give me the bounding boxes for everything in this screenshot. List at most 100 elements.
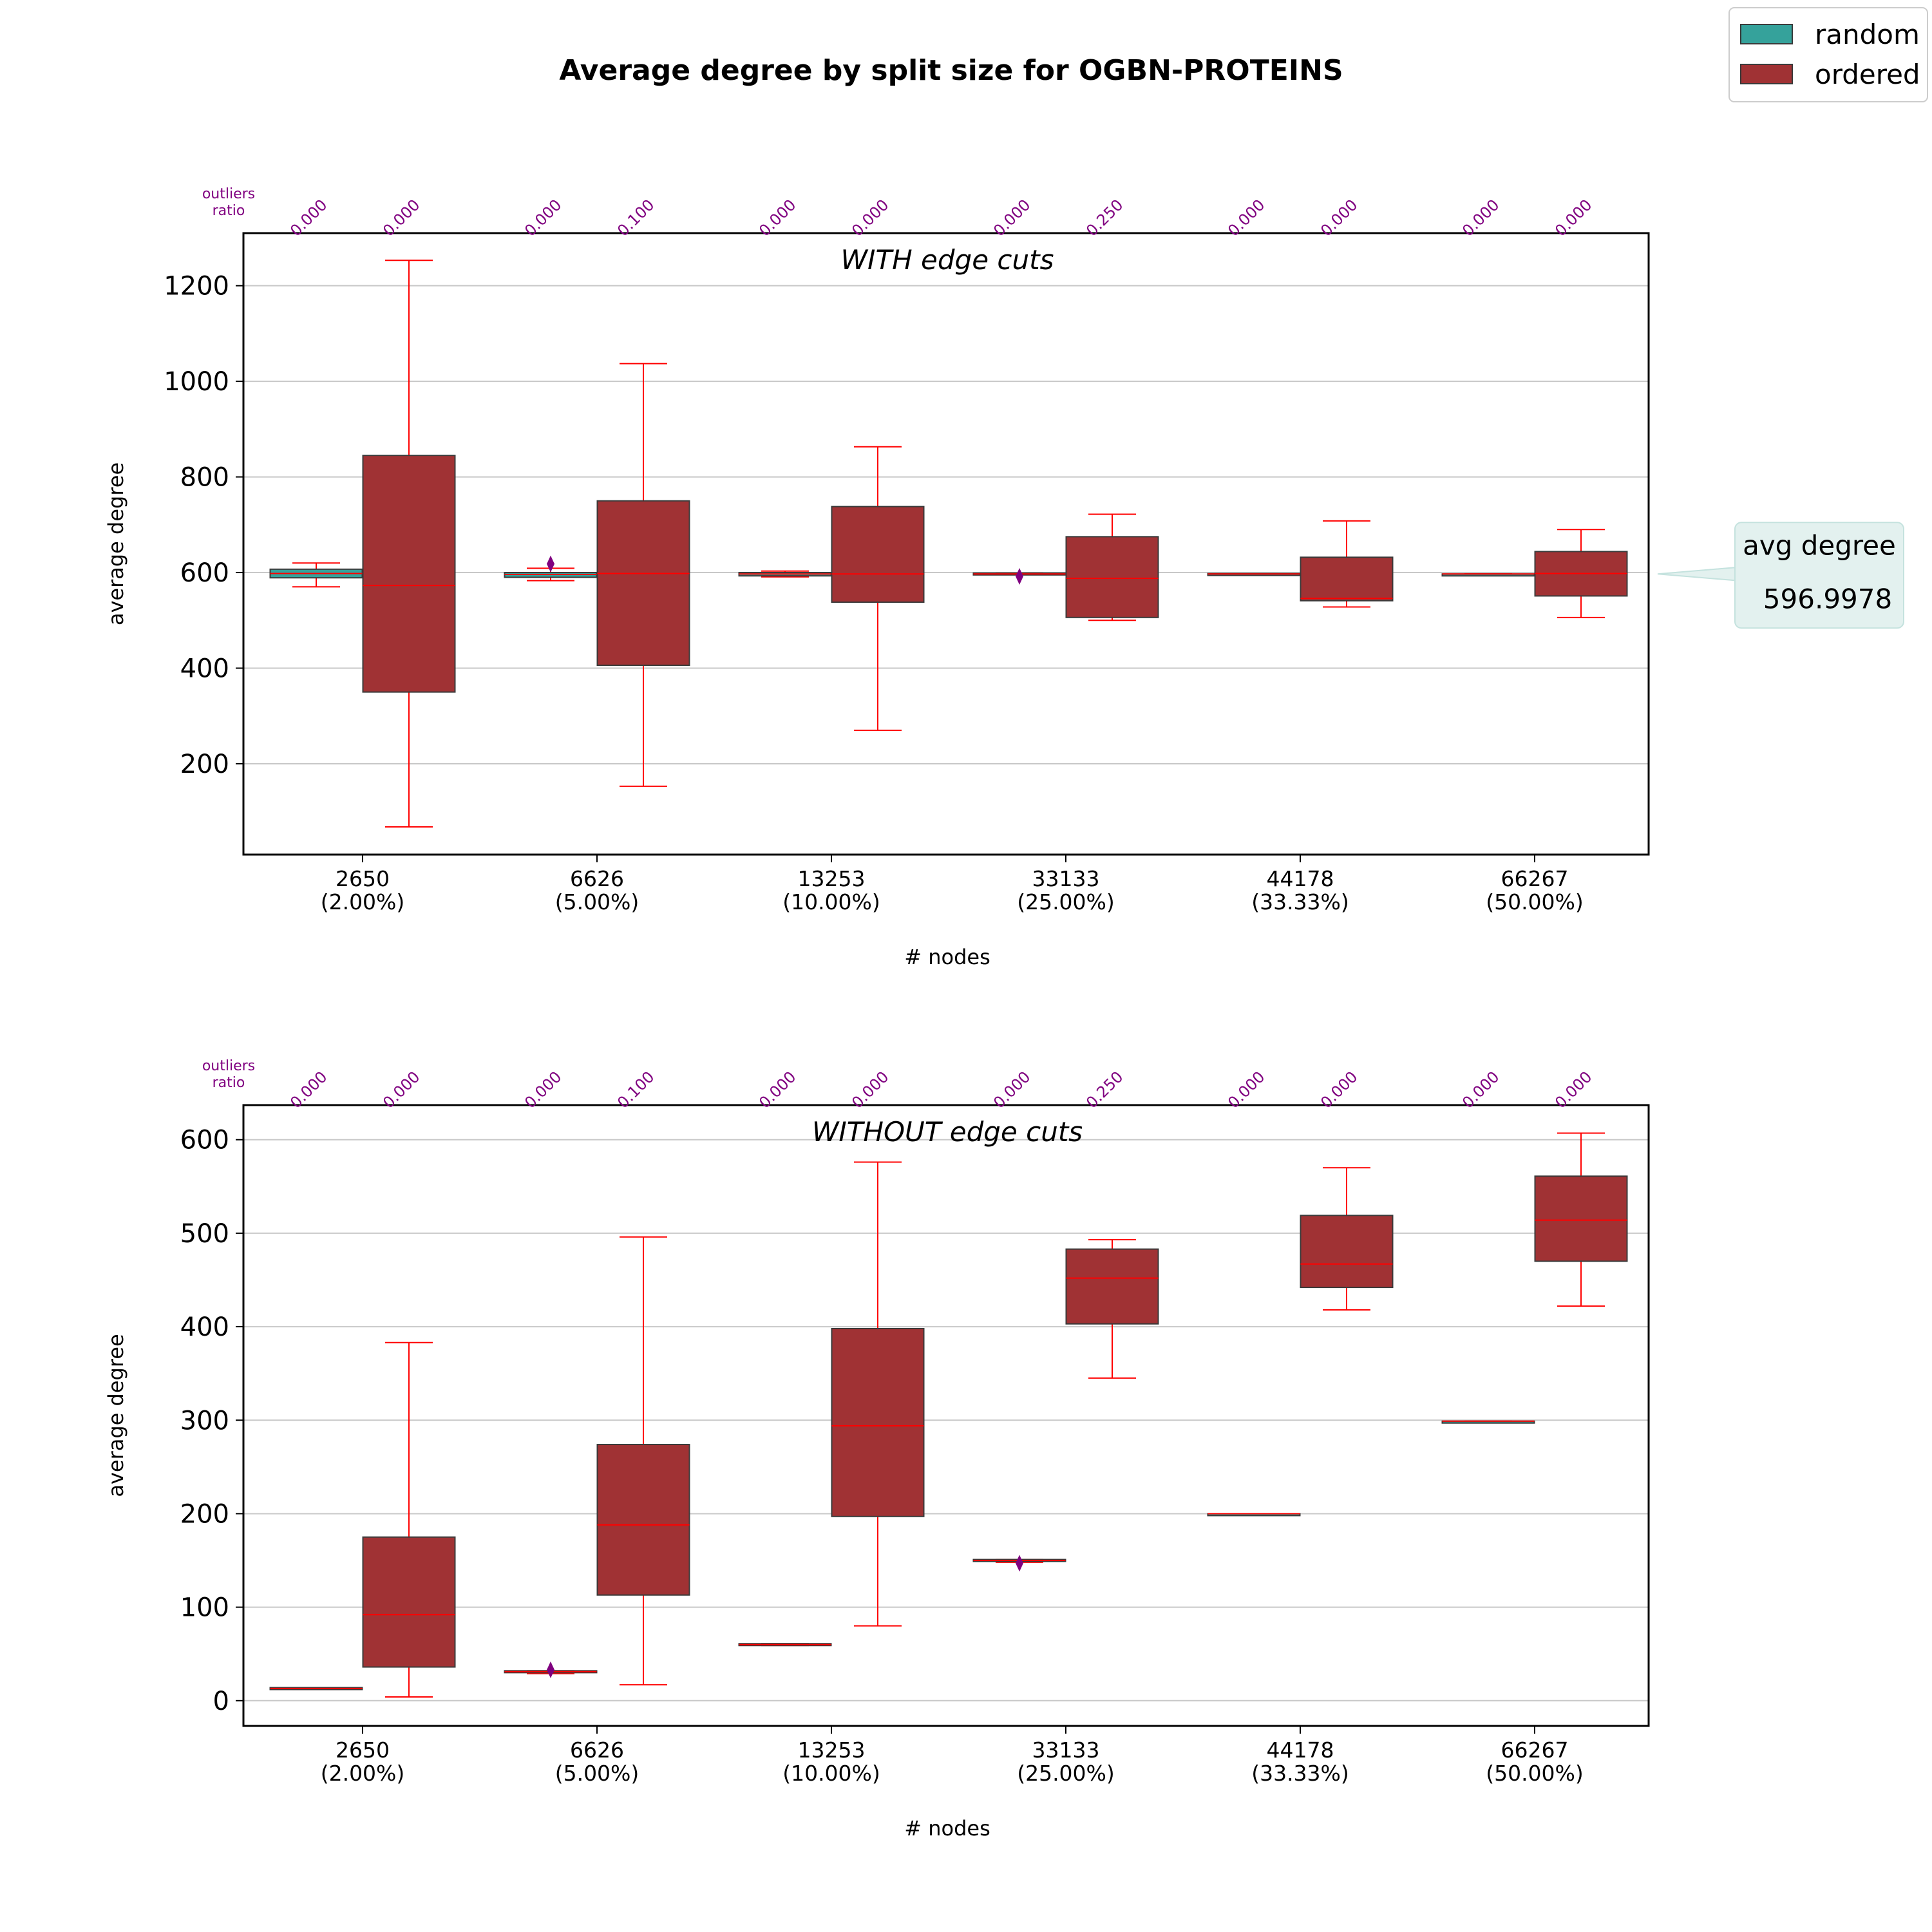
box-body: [1065, 1248, 1159, 1325]
box-random: [504, 1661, 598, 1678]
outliers-header: outliers: [202, 1058, 255, 1074]
y-tick-label: 500: [180, 1219, 229, 1249]
box-ordered: [362, 260, 456, 828]
box-ordered: [831, 446, 925, 731]
box-body: [831, 506, 925, 603]
plot-frame: [242, 232, 1650, 856]
outliers-header: outliers: [202, 186, 255, 202]
box-random: [269, 1687, 363, 1690]
plot-frame: [242, 1104, 1650, 1727]
box-ordered: [1534, 529, 1628, 618]
x-tick-pct: (2.00%): [321, 1761, 405, 1786]
y-axis-label: average degree: [104, 462, 128, 625]
legend-label-ordered: ordered: [1815, 59, 1920, 90]
box-body: [1300, 1215, 1394, 1289]
box-body: [1300, 556, 1394, 601]
panel-subtitle: WITHOUT edge cuts: [812, 1116, 1083, 1148]
y-tick-label: 1200: [164, 272, 229, 301]
box-ordered: [831, 1161, 925, 1627]
box-random: [972, 567, 1066, 585]
panel-subtitle: WITH edge cuts: [841, 244, 1054, 276]
x-tick-pct: (50.00%): [1486, 889, 1584, 914]
box-random: [738, 570, 832, 578]
outlier-point: [547, 555, 554, 573]
y-tick-label: 200: [180, 750, 229, 779]
y-tick-label: 400: [180, 654, 229, 684]
box-ordered: [362, 1341, 456, 1698]
y-tick-label: 800: [180, 463, 229, 493]
box-ordered: [1065, 513, 1159, 621]
y-tick-label: 0: [213, 1687, 229, 1716]
box-random: [1207, 1513, 1301, 1517]
box-ordered: [1065, 1239, 1159, 1379]
y-tick-label: 400: [180, 1312, 229, 1342]
box-ordered: [1534, 1132, 1628, 1307]
x-tick-label: 2650: [336, 866, 390, 891]
outlier-point: [1016, 1555, 1023, 1572]
x-tick-label: 13253: [798, 866, 866, 891]
x-tick-label: 44178: [1267, 1738, 1334, 1763]
box-body: [1065, 536, 1159, 618]
x-tick-pct: (33.33%): [1251, 889, 1349, 914]
y-tick-label: 300: [180, 1406, 229, 1435]
x-tick-pct: (33.33%): [1251, 1761, 1349, 1786]
y-tick-label: 600: [180, 558, 229, 588]
box-random: [972, 1555, 1066, 1572]
box-body: [362, 455, 456, 693]
x-tick-pct: (5.00%): [555, 889, 639, 914]
box-random: [1207, 573, 1301, 576]
callout-box: [1734, 522, 1904, 629]
x-tick-label: 66267: [1501, 866, 1569, 891]
x-tick-pct: (50.00%): [1486, 1761, 1584, 1786]
x-tick-label: 13253: [798, 1738, 866, 1763]
x-axis-label: # nodes: [904, 1816, 990, 1841]
x-axis-label: # nodes: [904, 945, 990, 969]
box-ordered: [1300, 520, 1394, 608]
x-tick-label: 6626: [570, 1738, 624, 1763]
callout-pointer: [1657, 567, 1736, 582]
x-tick-label: 33133: [1032, 1738, 1100, 1763]
callout-value: 596.9978: [1763, 583, 1892, 614]
box-body: [1534, 1175, 1628, 1262]
y-axis-label: average degree: [104, 1334, 128, 1497]
x-tick-pct: (25.00%): [1017, 1761, 1115, 1786]
outliers-header: ratio: [213, 203, 245, 219]
box-random: [269, 562, 363, 588]
y-tick-label: 600: [180, 1126, 229, 1155]
x-tick-pct: (5.00%): [555, 1761, 639, 1786]
box-ordered: [596, 1236, 690, 1686]
x-tick-label: 33133: [1032, 866, 1100, 891]
x-tick-label: 6626: [570, 866, 624, 891]
y-tick-label: 200: [180, 1499, 229, 1529]
legend-swatch-random: [1740, 24, 1793, 44]
x-tick-pct: (10.00%): [782, 1761, 880, 1786]
callout-label: avg degree: [1743, 529, 1896, 561]
box-body: [362, 1536, 456, 1668]
outliers-header: ratio: [213, 1075, 245, 1091]
avg-degree-callout: avg degree 596.9978: [1657, 522, 1904, 629]
legend: random ordered: [1728, 7, 1928, 102]
x-tick-pct: (2.00%): [321, 889, 405, 914]
y-tick-label: 100: [180, 1593, 229, 1623]
box-body: [831, 1327, 925, 1517]
panel-2: 0 100 200 300 400 500 600 WITHOUT edge cuts 2650…: [104, 1058, 1650, 1841]
box-random: [1441, 573, 1535, 577]
x-tick-pct: (10.00%): [782, 889, 880, 914]
y-tick-label: 1000: [164, 367, 229, 397]
x-tick-pct: (25.00%): [1017, 889, 1115, 914]
box-body: [596, 1444, 690, 1596]
box-ordered: [1300, 1167, 1394, 1311]
box-random: [738, 1643, 832, 1647]
box-random: [1441, 1420, 1535, 1424]
box-ordered: [596, 363, 690, 787]
outlier-point: [1016, 567, 1023, 585]
chart-title: Average degree by split size for OGBN-PR…: [559, 54, 1343, 87]
box-random: [504, 555, 598, 582]
outlier-point: [547, 1661, 554, 1678]
x-tick-label: 66267: [1501, 1738, 1569, 1763]
x-tick-label: 44178: [1267, 866, 1334, 891]
x-tick-label: 2650: [336, 1738, 390, 1763]
legend-swatch-ordered: [1740, 64, 1793, 84]
